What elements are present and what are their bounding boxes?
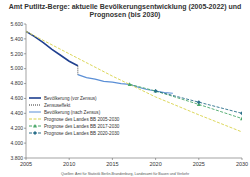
legend-swatch xyxy=(29,112,41,113)
legend-swatch xyxy=(29,105,41,106)
legend-swatch xyxy=(29,97,41,99)
y-tick xyxy=(24,38,26,39)
y-tick xyxy=(24,143,26,144)
point xyxy=(154,89,158,93)
y-tick-label: 5.400 xyxy=(10,36,23,42)
x-tick-label: 2010 xyxy=(63,161,75,167)
x-tick xyxy=(112,158,113,160)
y-tick-label: 4.600 xyxy=(10,95,23,101)
legend-marker xyxy=(33,124,37,128)
legend-label: Bevölkerung (vor Zensus) xyxy=(44,96,97,101)
legend-label: Prognose des Landes BB 2020-2030 xyxy=(44,131,120,136)
y-tick xyxy=(24,113,26,114)
x-tick-label: 2005 xyxy=(20,161,32,167)
series-line xyxy=(77,66,78,75)
y-tick-label: 5.000 xyxy=(10,65,23,71)
y-tick xyxy=(24,24,26,25)
y-tick-label: 5.200 xyxy=(10,51,23,57)
series-line xyxy=(26,31,78,65)
x-tick-label: 2030 xyxy=(236,161,248,167)
x-tick-label: 2015 xyxy=(106,161,118,167)
point xyxy=(240,117,242,121)
source: Quellen: Amt für Statistik Berlin-Brande… xyxy=(61,172,190,176)
legend-label: Zensuseffekt xyxy=(44,103,71,108)
point xyxy=(197,100,201,104)
legend-label: Bevölkerung (nach Zensus) xyxy=(44,110,101,115)
x-tick xyxy=(69,158,70,160)
point xyxy=(240,111,242,115)
legend-swatch xyxy=(29,119,41,120)
point xyxy=(154,89,158,93)
x-tick xyxy=(242,158,243,160)
y-tick-label: 4.200 xyxy=(10,125,23,131)
title: Amt Putlitz-Berge: aktuelle Bevölkerungs… xyxy=(9,3,242,19)
y-axis xyxy=(26,24,27,158)
y-tick xyxy=(24,128,26,129)
x-tick xyxy=(198,158,199,160)
x-axis xyxy=(26,158,242,159)
y-tick-label: 4.000 xyxy=(10,140,23,146)
y-tick xyxy=(24,98,26,99)
series-line xyxy=(156,91,242,113)
chart: Amt Putlitz-Berge: aktuelle Bevölkerungs… xyxy=(0,0,250,177)
legend: Bevölkerung (vor Zensus) Zensuseffekt Bevö… xyxy=(29,96,120,136)
x-tick-label: 2025 xyxy=(193,161,205,167)
legend-label: Prognose des Landes BB 2005-2030 xyxy=(44,117,120,122)
x-tick xyxy=(26,158,27,160)
x-tick xyxy=(155,158,156,160)
series-line xyxy=(130,84,242,118)
legend-label: Prognose des Landes BB 2017-2030 xyxy=(44,124,120,129)
y-tick xyxy=(24,68,26,69)
y-tick-label: 5.600 xyxy=(10,21,23,27)
y-tick-label: 3.800 xyxy=(10,155,23,161)
y-tick xyxy=(24,53,26,54)
series-line xyxy=(26,31,242,132)
y-tick xyxy=(24,83,26,84)
plot xyxy=(26,31,242,132)
legend-marker xyxy=(33,131,37,135)
series-line xyxy=(78,75,173,94)
x-tick-label: 2020 xyxy=(149,161,161,167)
point xyxy=(128,82,132,86)
y-tick-label: 4.400 xyxy=(10,110,23,116)
y-tick-label: 4.800 xyxy=(10,80,23,86)
